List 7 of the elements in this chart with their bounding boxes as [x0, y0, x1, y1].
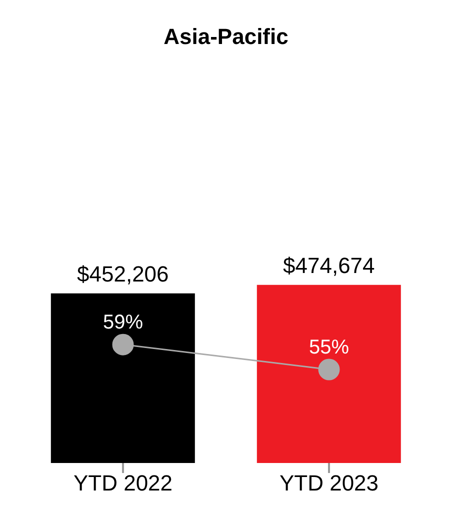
data-label: 55%: [308, 336, 350, 358]
x-tick-label: YTD 2023: [279, 470, 379, 496]
x-tick-label: YTD 2022: [73, 470, 173, 496]
data-label: 59%: [102, 312, 144, 334]
data-label: $474,674: [283, 252, 375, 278]
data-label: $452,206: [77, 261, 169, 286]
chart-title: Asia-Pacific: [162, 24, 290, 50]
